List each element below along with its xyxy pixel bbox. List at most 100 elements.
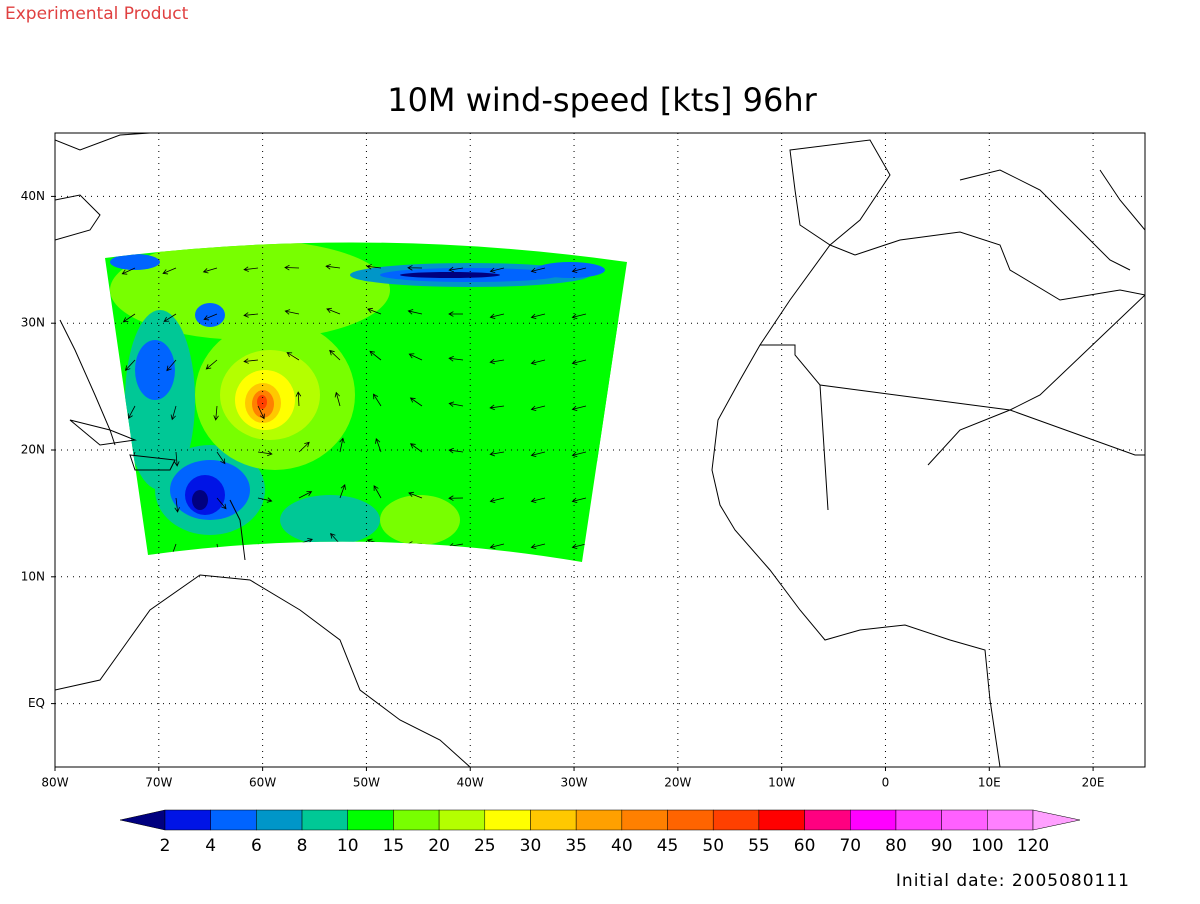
wind-arrow [448,401,464,407]
wind-arrow [243,312,259,318]
colorbar-label: 70 [839,836,861,856]
wind-arrow [571,359,587,366]
wind-arrow [286,352,300,361]
wind-arrow [571,313,587,320]
wind-arrow [409,443,423,453]
colorbar-label: 120 [1017,836,1049,856]
coastlines [55,133,1145,767]
colorbar-box [667,809,714,831]
wind-arrow [243,266,259,272]
wind-arrow [530,451,546,458]
wind-arrow [408,353,423,361]
colorbar-box [393,809,440,831]
colorbar-label: 30 [520,836,542,856]
colorbar-max [1032,809,1081,831]
wind-arrow [257,543,269,555]
y-tick-label: EQ [28,696,45,710]
wind-arrow [243,358,259,364]
colorbar-box [941,809,988,831]
wind-arrow [162,267,177,275]
wind-arrow [571,405,587,412]
wind-arrow [257,497,273,503]
wind-arrow [202,267,218,274]
colorbar-box [438,809,486,831]
wind-arrow [203,313,218,321]
colorbar-label: 45 [657,836,679,856]
colorbar-box [210,809,257,831]
wind-arrow [530,313,546,320]
wind-arrow [284,264,300,271]
colorbar-label: 55 [748,836,770,856]
colorbar-box [850,809,897,831]
colorbar-label: 25 [474,836,496,856]
wind-arrow [339,484,346,499]
colorbar-label: 2 [160,836,171,856]
wind-arrow [375,438,382,453]
note: Experimental Product [5,4,189,24]
wind-arrow [163,313,177,322]
wind-arrow [530,543,546,550]
y-tick-label: 30N [21,316,45,330]
x-tick-label: 40W [457,776,484,790]
wind-arrow [489,267,505,274]
wind-arrow [329,349,341,361]
y-tick-label: 20N [21,443,45,457]
colorbar-label: 8 [297,836,308,856]
colorbar-box [758,809,805,831]
wind-arrow [448,311,464,317]
wind-arrow [326,307,341,315]
colorbar-box [256,809,303,831]
wind-arrow [489,404,505,411]
wind-arrow [257,405,265,420]
colorbar-label: 40 [611,836,633,856]
wind-arrow [366,264,382,270]
y-tick-label: 40N [21,189,45,203]
wind-arrow [530,267,546,274]
wind-arrow [284,309,300,315]
x-tick-label: 0 [882,776,890,790]
colorbar-label: 100 [971,836,1003,856]
colorbar-box [301,809,348,831]
wind-arrow [257,450,273,457]
colorbar-box [621,809,668,831]
colorbar-box [804,809,851,831]
wind-field [105,242,627,562]
colorbar-label: 90 [931,836,953,856]
wind-arrow [166,359,177,372]
wind-arrow [571,543,587,550]
wind-arrow [489,450,505,457]
colorbar-label: 50 [702,836,724,856]
wind-arrow [128,497,136,512]
wind-arrow [174,451,180,467]
x-tick-label: 20E [1082,776,1105,790]
colorbar-min [119,809,166,831]
wind-arrow [334,391,341,407]
wind-arrow [530,359,546,366]
colorbar-label: 35 [565,836,587,856]
wind-arrow [571,451,587,458]
wind-arrow [339,437,345,453]
wind-arrow [448,356,464,362]
title: 10M wind-speed [kts] 96hr [387,81,817,119]
wind-arrow [367,307,382,315]
wind-arrow [127,405,136,420]
colorbar-box [575,809,623,831]
wind-arrow [216,497,227,510]
colorbar-label: 4 [205,836,216,856]
wind-arrow [407,265,423,271]
wind-arrow [448,266,464,273]
colorbar-label: 60 [794,836,816,856]
wind-arrow [489,313,505,319]
wind-arrow [373,485,382,499]
x-tick-label: 10E [978,776,1001,790]
wind-arrow [530,497,546,504]
colorbar-label: 6 [251,836,262,856]
wind-arrow [530,405,546,412]
wind-arrow [298,491,313,499]
wind-arrow [409,397,423,407]
colorbar-box [530,809,577,831]
wind-arrow [373,393,382,407]
x-tick-label: 50W [353,776,380,790]
wind-arrow [205,359,218,370]
